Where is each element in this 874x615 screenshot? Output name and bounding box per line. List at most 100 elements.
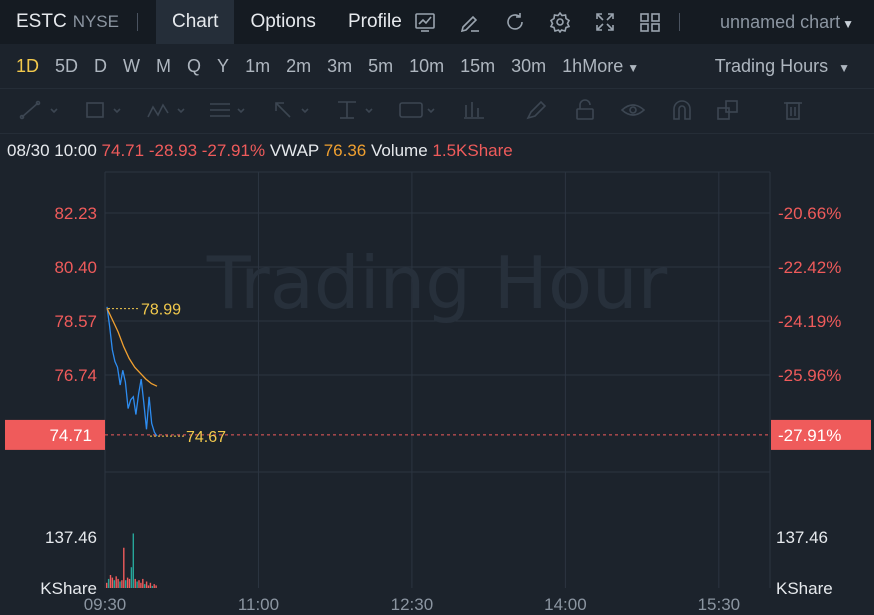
- price-line: [106, 306, 158, 437]
- volume-bar: [123, 547, 125, 588]
- price-tick-label: 80.40: [54, 258, 97, 277]
- more-label: More: [582, 55, 624, 76]
- measure-tool-icon[interactable]: [336, 99, 376, 121]
- lock-icon[interactable]: [574, 99, 614, 121]
- timeframe-1h[interactable]: 1h: [562, 55, 583, 76]
- chart-name-dropdown[interactable]: unnamed chart ▼: [720, 12, 854, 33]
- low-marker-label: 74.67: [186, 429, 226, 446]
- volume-bar: [149, 582, 152, 588]
- volume-bar: [147, 585, 150, 588]
- time-tick-label: 12:30: [391, 595, 434, 614]
- volume-bar: [119, 581, 121, 588]
- line-tool-icon[interactable]: [18, 99, 58, 121]
- fullscreen-icon[interactable]: [594, 11, 616, 33]
- eye-icon[interactable]: [620, 99, 661, 121]
- caret-down-icon: ▼: [838, 61, 850, 75]
- indicator-icon[interactable]: [414, 11, 436, 33]
- volume-bar: [142, 578, 144, 588]
- timeframe-Y[interactable]: Y: [217, 55, 230, 76]
- price-chart[interactable]: 82.23 -20.66% 80.40 -22.42% 78.57 -24.19% 76.7…: [0, 168, 874, 615]
- settings-icon[interactable]: [549, 11, 571, 33]
- volume-bar: [130, 567, 133, 588]
- caret-down-icon: ▼: [842, 17, 854, 31]
- trading-hours-dropdown[interactable]: Trading Hours ▼: [715, 56, 850, 77]
- percent-tick-label: -25.96%: [778, 366, 841, 385]
- timeframe-Q[interactable]: Q: [187, 55, 202, 76]
- timeframe-5m[interactable]: 5m: [368, 55, 394, 76]
- ticker-symbol[interactable]: ESTC: [16, 11, 67, 32]
- brush-icon[interactable]: [525, 99, 565, 121]
- time-tick-label: 09:30: [84, 595, 127, 614]
- volume-bar: [136, 581, 138, 588]
- timeframe-M[interactable]: M: [156, 55, 172, 76]
- layout-icon[interactable]: [639, 11, 661, 33]
- volume-tick-left: 137.46: [45, 528, 97, 547]
- volume-tick-right: 137.46: [776, 528, 828, 547]
- clone-icon[interactable]: [716, 99, 756, 121]
- time-tick-label: 15:30: [698, 595, 741, 614]
- watermark-text: Trading Hour: [206, 241, 668, 325]
- arrow-tool-icon[interactable]: [272, 99, 312, 121]
- caret-down-icon: ▼: [627, 60, 640, 75]
- timeframe-15m[interactable]: 15m: [460, 55, 496, 76]
- refresh-icon[interactable]: [504, 11, 526, 33]
- bar-pattern-icon[interactable]: [462, 99, 502, 121]
- rectangle-tool-icon[interactable]: [84, 99, 124, 121]
- exchange-label: NYSE: [72, 12, 119, 31]
- volume-unit-right: KShare: [776, 579, 833, 598]
- volume-bar: [128, 578, 131, 588]
- vwap-label: VWAP: [269, 141, 319, 160]
- vwap-value: 76.36: [323, 141, 367, 160]
- text-tool-icon[interactable]: [208, 99, 248, 121]
- volume-bar: [151, 585, 153, 588]
- quote-change: -28.93: [148, 141, 198, 160]
- volume-bar: [140, 582, 142, 588]
- tab-profile-label: Profile: [347, 11, 402, 32]
- volume-bar: [138, 580, 140, 588]
- current-price-tag: [5, 419, 105, 450]
- label-tool-icon[interactable]: [398, 99, 438, 121]
- volume-bar: [134, 578, 136, 588]
- tab-profile[interactable]: Profile: [332, 0, 406, 44]
- divider: [678, 13, 680, 31]
- timeframe-1m[interactable]: 1m: [245, 55, 271, 76]
- draw-icon[interactable]: [459, 11, 481, 33]
- timeframe-30m[interactable]: 30m: [511, 55, 547, 76]
- current-price-tag-text: 74.71: [49, 426, 92, 445]
- volume-bar: [126, 577, 129, 588]
- volume-label: Volume: [370, 141, 428, 160]
- percent-tick-label: -20.66%: [778, 204, 841, 223]
- volume-bar: [107, 578, 110, 588]
- timeframe-2m[interactable]: 2m: [286, 55, 312, 76]
- tab-options-label: Options: [250, 11, 316, 32]
- quote-info-bar: 08/30 10:00 74.71 -28.93 -27.91% VWAP 76…: [7, 141, 513, 161]
- volume-bar: [106, 582, 108, 588]
- pattern-tool-icon[interactable]: [146, 99, 186, 121]
- tab-chart[interactable]: Chart: [155, 0, 235, 44]
- chart-name-label: unnamed chart: [720, 12, 841, 32]
- timeframe-W[interactable]: W: [123, 55, 141, 76]
- volume-bar: [109, 575, 112, 588]
- time-tick-label: 14:00: [544, 595, 587, 614]
- quote-change-pct: -27.91%: [201, 141, 266, 160]
- tab-options[interactable]: Options: [234, 0, 331, 44]
- divider: [136, 13, 138, 31]
- current-pct-tag: [771, 419, 871, 450]
- trash-icon[interactable]: [782, 99, 822, 121]
- volume-bar: [113, 580, 115, 588]
- volume-bar: [155, 585, 157, 588]
- volume-bar: [115, 576, 117, 588]
- price-tick-label: 78.57: [54, 312, 97, 331]
- timeframe-5D[interactable]: 5D: [55, 55, 79, 76]
- volume-unit-left: KShare: [40, 579, 97, 598]
- magnet-icon[interactable]: [670, 99, 710, 121]
- timeframe-3m[interactable]: 3m: [327, 55, 353, 76]
- top-header: ESTC NYSE Chart Options Profile unnamed …: [0, 0, 874, 44]
- timeframe-1D[interactable]: 1D: [16, 55, 40, 76]
- timeframe-D[interactable]: D: [94, 55, 108, 76]
- timeframe-more[interactable]: More ▼: [582, 56, 647, 77]
- timeframe-10m[interactable]: 10m: [409, 55, 445, 76]
- volume-bar: [153, 584, 155, 588]
- drawing-toolbar: [0, 88, 874, 134]
- percent-tick-label: -24.19%: [778, 312, 841, 331]
